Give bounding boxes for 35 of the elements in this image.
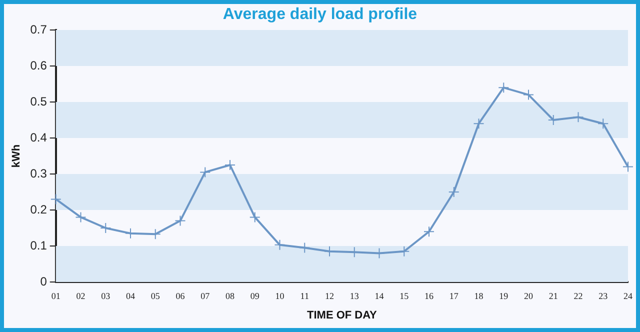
- y-tick-label: 0.7: [30, 22, 48, 36]
- x-tick-label: 18: [474, 290, 484, 301]
- y-tick-label: 0.2: [30, 202, 48, 216]
- y-axis-title: kWh: [10, 144, 23, 168]
- y-tick-label: 0: [40, 274, 48, 288]
- x-tick-label: 24: [624, 290, 633, 301]
- x-tick-label: 19: [499, 290, 509, 301]
- x-tick-label: 15: [400, 290, 410, 301]
- x-tick-label: 20: [524, 290, 534, 301]
- chart-title: Average daily load profile: [222, 6, 418, 24]
- y-tick-label: 0.1: [30, 238, 48, 252]
- x-tick-label: 04: [126, 290, 136, 301]
- x-tick-label: 08: [226, 290, 236, 301]
- x-axis-title: TIME OF DAY: [306, 309, 378, 322]
- x-tick-label: 10: [275, 290, 285, 301]
- x-tick-label: 03: [101, 290, 111, 301]
- x-tick-label: 14: [374, 290, 384, 301]
- x-tick-label: 16: [424, 290, 434, 301]
- x-tick-label: 06: [176, 290, 186, 301]
- x-tick-label: 23: [598, 290, 608, 301]
- x-tick-label: 17: [449, 290, 459, 301]
- x-tick-label: 11: [300, 290, 309, 301]
- x-tick-label: 01: [51, 290, 60, 301]
- y-tick-label: 0.3: [30, 166, 48, 180]
- x-tick-label: 21: [548, 290, 558, 301]
- x-tick-label: 22: [574, 290, 583, 301]
- y-tick-label: 0.5: [30, 94, 48, 108]
- x-tick-label: 12: [325, 290, 334, 301]
- y-tick-label: 0.4: [30, 130, 48, 144]
- y-tick-label: 0.6: [30, 58, 48, 72]
- x-tick-label: 02: [76, 290, 86, 301]
- x-tick-label: 13: [350, 290, 360, 301]
- x-tick-label: 09: [250, 290, 260, 301]
- x-tick-label: 05: [150, 290, 160, 301]
- x-tick-label: 07: [200, 290, 210, 301]
